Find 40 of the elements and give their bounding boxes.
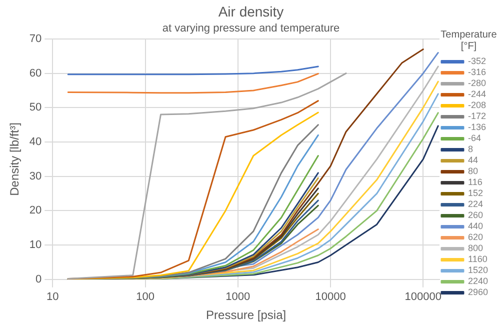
legend-label: 2240 <box>468 276 488 286</box>
x-axis-title: Pressure [psia] <box>206 308 286 322</box>
legend-label: 44 <box>468 155 478 166</box>
legend-label: -64 <box>468 133 481 144</box>
y-axis-title: Density [lb/ft³] <box>8 122 22 196</box>
legend-label: 152 <box>468 188 484 198</box>
legend-label: -316 <box>468 67 486 78</box>
y-tick-label: 0 <box>36 273 42 286</box>
y-tick-label: 40 <box>29 136 42 148</box>
legend-label: -280 <box>468 78 486 88</box>
y-tick-label: 20 <box>29 204 42 217</box>
legend-label: 1160 <box>468 254 488 264</box>
x-tick-label: 10000 <box>315 291 346 304</box>
y-tick-label: 50 <box>29 102 42 114</box>
chart-subtitle: at varying pressure and temperature <box>162 22 340 34</box>
legend-label: 2960 <box>468 287 488 298</box>
y-tick-label: 30 <box>29 170 42 182</box>
legend-label: 800 <box>468 243 484 254</box>
legend-label: -172 <box>468 111 486 122</box>
legend-label: 116 <box>468 177 482 188</box>
x-tick-label: 100 <box>136 291 154 304</box>
y-tick-label: 70 <box>29 33 42 46</box>
legend-label: -208 <box>468 100 486 110</box>
y-tick-label: 60 <box>29 67 42 80</box>
legend-label: 80 <box>468 166 478 176</box>
legend-label: 620 <box>468 232 484 242</box>
legend-label: -244 <box>468 89 486 100</box>
x-tick-label: 10 <box>46 291 59 304</box>
legend-label: -136 <box>468 122 486 132</box>
x-tick-label: 100000 <box>404 291 442 304</box>
legend-label: 224 <box>468 199 484 210</box>
y-tick-label: 10 <box>29 239 42 252</box>
legend-label: 440 <box>468 221 484 232</box>
legend-title: Temperature [°F] <box>440 30 498 52</box>
chart-title: Air density <box>218 3 284 20</box>
legend-label: 260 <box>468 210 484 220</box>
legend-label: -352 <box>468 56 486 66</box>
legend-label: 8 <box>468 144 473 154</box>
x-tick-label: 1000 <box>226 291 250 304</box>
legend-label: 1520 <box>468 265 488 276</box>
